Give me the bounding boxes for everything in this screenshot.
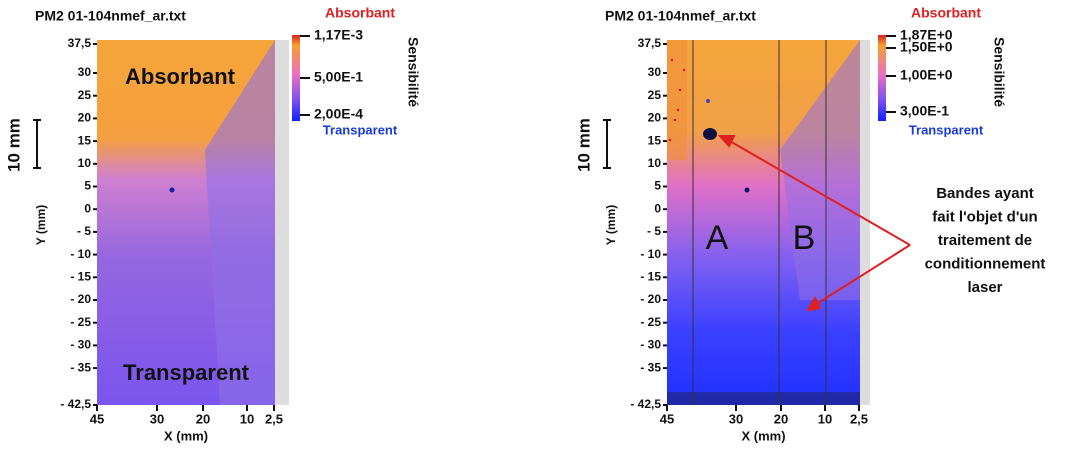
- x-tick-label: 20: [774, 411, 788, 426]
- y-tick-label: 5: [654, 179, 661, 193]
- heatmap-left: [97, 40, 289, 405]
- callout-line: traitement de: [938, 232, 1032, 249]
- scale-label: 10 mm: [4, 118, 23, 172]
- y-tick-label: 0: [84, 201, 91, 215]
- y-tick-label: 30: [648, 65, 662, 79]
- colorbar-tick-label: 1,87E+0: [900, 27, 953, 43]
- colorbar-tick-label: 2,00E-4: [314, 106, 363, 122]
- x-tick-label: 30: [150, 411, 164, 426]
- y-axis-label: Y (mm): [604, 205, 618, 245]
- panel-title: PM2 01-104nmef_ar.txt: [605, 8, 756, 24]
- map-annotation: B: [793, 219, 816, 257]
- y-tick-label: - 30: [640, 338, 661, 352]
- y-tick-label: 37,5: [68, 36, 92, 50]
- x-axis-label: X (mm): [164, 428, 208, 443]
- colorbar-tick-label: 1,17E-3: [314, 27, 363, 43]
- y-tick-label: 5: [84, 179, 91, 193]
- x-tick-label: 30: [729, 411, 743, 426]
- y-tick-label: - 42,5: [630, 397, 661, 411]
- y-tick-label: 15: [78, 133, 92, 147]
- colorbar-bottom-label: Transparent: [909, 122, 984, 137]
- map-annotation: Absorbant: [125, 64, 236, 89]
- y-tick-label: 20: [648, 111, 662, 125]
- callout-arrows: [717, 135, 911, 312]
- y-tick-label: - 5: [647, 224, 661, 238]
- colorbar-tick-label: 1,00E+0: [900, 67, 953, 83]
- colorbar-tick-label: 5,00E-1: [314, 69, 363, 85]
- y-tick-label: - 5: [77, 224, 91, 238]
- y-tick-label: 20: [78, 111, 92, 125]
- x-axis-label: X (mm): [741, 428, 785, 443]
- y-axis-label: Y (mm): [34, 205, 48, 245]
- y-tick-label: - 10: [640, 247, 661, 261]
- callout-line: conditionnement: [925, 255, 1046, 272]
- x-tick-label: 2,5: [850, 411, 868, 426]
- colorbar-tick-label: 1,50E+0: [900, 39, 953, 55]
- y-tick-label: - 20: [640, 292, 661, 306]
- y-tick-label: 10: [648, 156, 662, 170]
- x-tick-label: 2,5: [265, 411, 283, 426]
- map-annotation: A: [706, 219, 729, 257]
- y-tick-label: 30: [78, 65, 92, 79]
- colorbar-right: [878, 35, 886, 121]
- y-tick-label: - 15: [70, 269, 91, 283]
- colorbar-title: Sensibilité: [405, 37, 421, 107]
- y-tick-label: - 25: [640, 315, 661, 329]
- colorbar-bottom-label: Transparent: [323, 122, 398, 137]
- colorbar-tick-label: 3,00E-1: [900, 103, 949, 119]
- y-tick-label: - 10: [70, 247, 91, 261]
- y-tick-label: - 30: [70, 338, 91, 352]
- x-tick-label: 45: [90, 411, 104, 426]
- x-tick-label: 10: [818, 411, 832, 426]
- y-tick-label: - 42,5: [60, 397, 91, 411]
- colorbar-top-label: Absorbant: [325, 5, 395, 21]
- y-tick-label: - 35: [640, 360, 661, 374]
- x-tick-label: 20: [196, 411, 210, 426]
- panel: PM2 01-104nmef_ar.txt 37,5 30 25 20 15 10 5 0 - 5…: [574, 5, 1007, 444]
- x-tick-label: 10: [240, 411, 254, 426]
- callout-line: fait l'objet d'un: [932, 208, 1037, 225]
- y-tick-label: - 35: [70, 360, 91, 374]
- y-tick-label: 15: [648, 133, 662, 147]
- callout: Bandes ayant fait l'objet d'un traitement …: [925, 185, 1046, 296]
- y-tick-label: - 25: [70, 315, 91, 329]
- y-tick-label: 25: [78, 88, 92, 102]
- colorbar-title: Sensibilité: [991, 37, 1007, 107]
- x-tick-label: 45: [660, 411, 674, 426]
- colorbar-top-label: Absorbant: [911, 5, 981, 21]
- y-tick-label: - 15: [640, 269, 661, 283]
- scale-label: 10 mm: [574, 118, 593, 172]
- y-tick-label: 25: [648, 88, 662, 102]
- y-tick-label: 0: [654, 201, 661, 215]
- callout-line: Bandes ayant: [936, 185, 1034, 202]
- colorbar-left: [292, 35, 300, 121]
- y-tick-label: 37,5: [638, 36, 662, 50]
- panel: PM2 01-104nmef_ar.txt 37,5 30 25 20 15 10 5 0 - 5…: [4, 5, 421, 444]
- y-tick-label: - 20: [70, 292, 91, 306]
- heatmap-right: [667, 40, 870, 405]
- map-annotation: Transparent: [123, 360, 250, 385]
- y-tick-label: 10: [78, 156, 92, 170]
- panel-title: PM2 01-104nmef_ar.txt: [35, 8, 186, 24]
- callout-line: laser: [967, 279, 1002, 296]
